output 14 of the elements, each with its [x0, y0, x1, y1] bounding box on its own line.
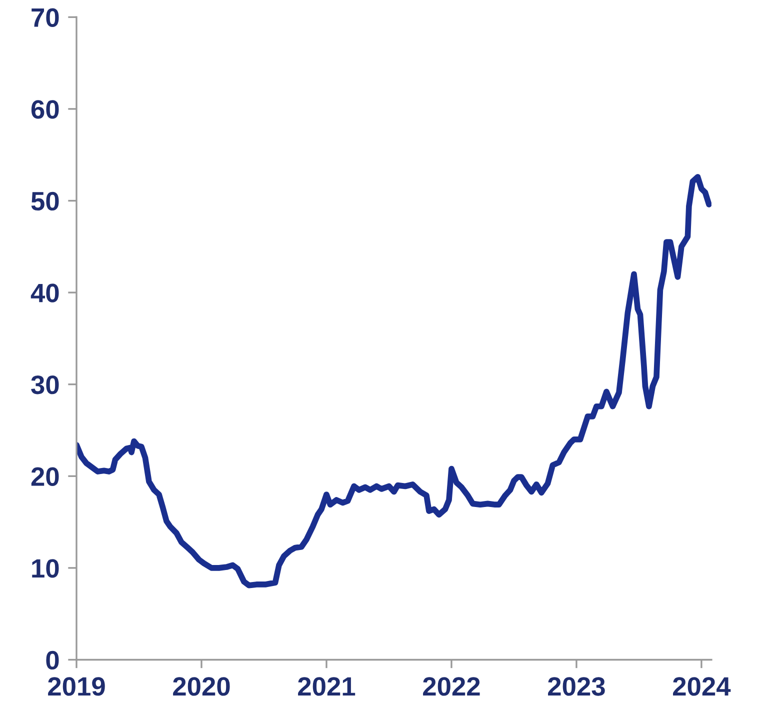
x-tick-label: 2024: [673, 677, 731, 696]
y-tick-label: 30: [31, 375, 59, 394]
x-tick-label: 2023: [548, 677, 605, 696]
y-tick-label: 40: [30, 284, 59, 302]
y-tick-label: 50: [31, 192, 59, 211]
y-tick-label: 10: [32, 559, 59, 578]
y-tick-label: 20: [31, 467, 59, 486]
x-tick-label: 2022: [423, 677, 480, 696]
y-tick-label: 70: [32, 8, 59, 27]
x-tick-label: 2021: [298, 677, 356, 696]
y-tick-label: 60: [31, 100, 59, 119]
x-tick-label: 2019: [48, 677, 105, 696]
x-tick-label: 2020: [173, 677, 230, 696]
y-tick-label: 0: [46, 650, 59, 670]
